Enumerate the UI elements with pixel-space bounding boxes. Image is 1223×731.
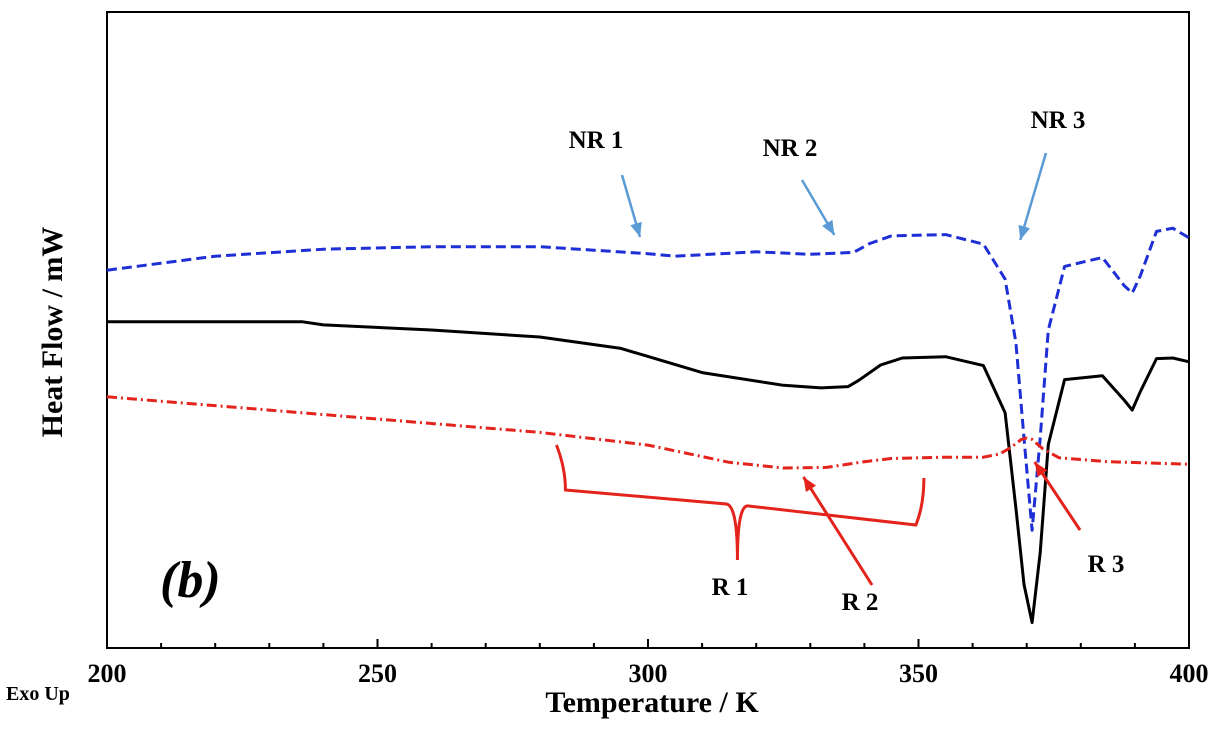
annotation-r2-label: R 2	[842, 589, 879, 616]
series-line-1	[106, 226, 1190, 532]
annotation-r1-bracket	[555, 444, 926, 561]
x-tick-label: 400	[1170, 659, 1209, 688]
annotation-r3-arrow	[1033, 461, 1082, 531]
annotation-r2-arrow	[802, 476, 874, 586]
panel-label: (b)	[160, 552, 221, 609]
annotation-nr1-label: NR 1	[569, 127, 624, 154]
annotation-nr3-label: NR 3	[1031, 107, 1086, 134]
series-group	[106, 226, 1190, 625]
x-tick-label: 250	[358, 659, 397, 688]
annotation-nr2-label: NR 2	[763, 135, 818, 162]
x-axis-tick-labels: 200 250 300 350 400	[88, 659, 1209, 688]
series-line-3	[106, 395, 1190, 470]
x-tick-label: 300	[629, 659, 668, 688]
annotation-nr3-arrow	[1018, 152, 1048, 241]
x-axis-ticks	[106, 639, 1190, 648]
x-tick-label: 200	[88, 659, 127, 688]
x-axis-title: Temperature / K	[545, 686, 759, 719]
plot-frame	[106, 11, 1190, 649]
annotation-nr2-arrow	[800, 179, 836, 236]
annotation-r3-label: R 3	[1088, 551, 1125, 578]
y-axis-title: Heat Flow / mW	[36, 227, 69, 438]
x-tick-label: 350	[899, 659, 938, 688]
annotation-r1-label: R 1	[712, 574, 749, 601]
series-line-2	[107, 320, 1190, 625]
annotation-nr1-arrow	[620, 174, 642, 238]
annotations-group: NR 1 NR 2 NR 3 R 1 R 2 R 3	[555, 107, 1125, 616]
exo-up-label: Exo Up	[6, 683, 70, 705]
